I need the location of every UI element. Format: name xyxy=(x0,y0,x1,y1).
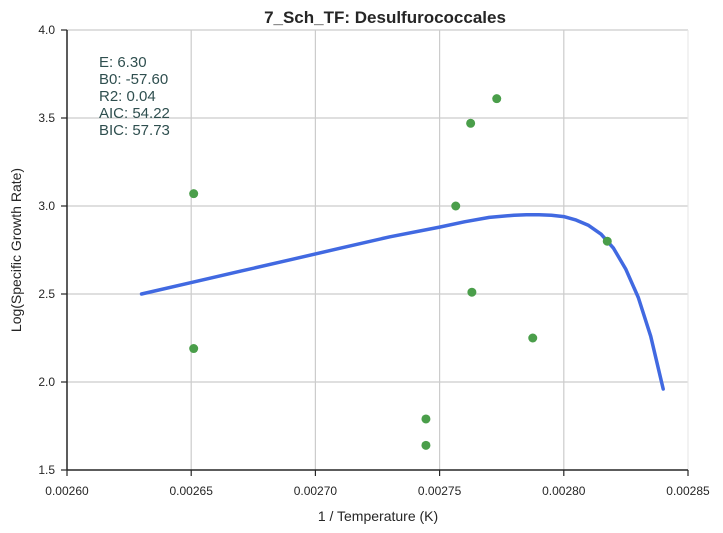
stat-line: B0: -57.60 xyxy=(99,71,168,88)
y-tick-label: 1.5 xyxy=(38,463,55,477)
x-tick-label: 0.00280 xyxy=(542,484,586,498)
data-point xyxy=(492,94,502,104)
data-point xyxy=(602,236,612,246)
y-axis-label: Log(Specific Growth Rate) xyxy=(8,168,24,332)
stat-line: R2: 0.04 xyxy=(99,88,156,105)
grid xyxy=(67,29,689,470)
fit-curve xyxy=(139,213,665,391)
x-tick-label: 0.00285 xyxy=(666,484,710,498)
chart-title: 7_Sch_TF: Desulfurococcales xyxy=(264,8,506,27)
x-axis-label: 1 / Temperature (K) xyxy=(318,508,438,524)
y-tick-label: 3.5 xyxy=(38,111,55,125)
x-tick-label: 0.00265 xyxy=(170,484,214,498)
y-tick-label: 2.0 xyxy=(38,375,55,389)
y-tick-label: 3.0 xyxy=(38,199,55,213)
axes xyxy=(66,30,688,471)
data-point xyxy=(189,189,199,199)
stat-line: E: 6.30 xyxy=(99,54,147,71)
data-point xyxy=(528,333,538,343)
x-tick-label: 0.00275 xyxy=(418,484,462,498)
y-tick-label: 2.5 xyxy=(38,287,55,301)
data-point xyxy=(421,440,431,450)
data-point xyxy=(421,414,431,424)
ticks: 0.00260 0.00265 0.00270 0.00275 0.00280 0.002… xyxy=(38,23,710,498)
plot-area xyxy=(139,94,665,450)
x-tick-label: 0.00260 xyxy=(45,484,89,498)
data-point xyxy=(466,118,476,128)
data-point xyxy=(467,287,477,297)
x-tick-label: 0.00270 xyxy=(294,484,338,498)
data-point xyxy=(189,344,199,354)
y-tick-label: 4.0 xyxy=(38,23,55,37)
data-point xyxy=(451,201,461,211)
stat-line: AIC: 54.22 xyxy=(99,105,170,122)
stat-line: BIC: 57.73 xyxy=(99,122,170,139)
